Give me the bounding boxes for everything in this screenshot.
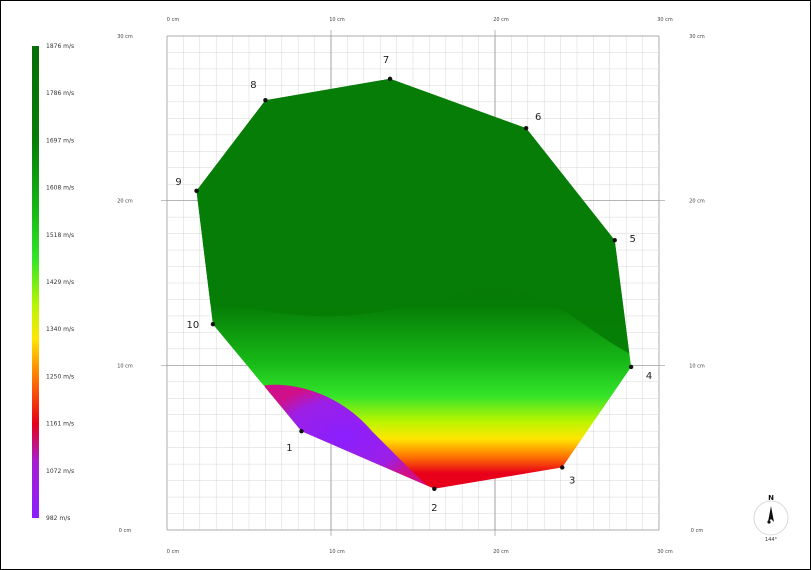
legend-labels: 1876 m/s 1786 m/s 1697 m/s 1608 m/s 1518 m/s… xyxy=(46,43,74,522)
legend-label: 1250 m/s xyxy=(46,373,74,380)
x-tick-top: 20 cm xyxy=(493,17,509,23)
color-legend xyxy=(32,46,39,518)
legend-label: 1786 m/s xyxy=(46,90,74,97)
y-tick-left: 30 cm xyxy=(117,34,133,40)
legend-label: 1876 m/s xyxy=(46,43,74,50)
legend-label: 1340 m/s xyxy=(46,326,74,333)
legend-label: 1072 m/s xyxy=(46,468,74,475)
sensor-label-2: 2 xyxy=(431,503,437,514)
sensor-label-7: 7 xyxy=(383,55,389,66)
sensor-label-3: 3 xyxy=(569,475,575,486)
compass-north-label: N xyxy=(768,494,774,502)
compass-needle-icon xyxy=(768,506,774,522)
x-tick-bottom: 0 cm xyxy=(167,549,180,555)
legend-label: 1697 m/s xyxy=(46,137,74,144)
sensor-label-1: 1 xyxy=(286,443,292,454)
x-tick-bottom: 10 cm xyxy=(329,549,345,555)
compass: N 144° xyxy=(753,494,789,543)
x-tick-bottom: 20 cm xyxy=(493,549,509,555)
sensor-markers: 1 2 3 4 5 6 7 8 9 10 xyxy=(175,55,652,514)
sensor-label-8: 8 xyxy=(250,80,256,91)
x-tick-top: 30 cm xyxy=(657,17,673,23)
sensor-point-1 xyxy=(299,429,304,434)
x-tick-top: 10 cm xyxy=(329,17,345,23)
legend-label: 1429 m/s xyxy=(46,279,74,286)
y-tick-left: 10 cm xyxy=(117,363,133,369)
y-tick-right: 30 cm xyxy=(689,34,705,40)
low-velocity-region xyxy=(257,384,430,488)
y-tick-right: 10 cm xyxy=(689,363,705,369)
sensor-point-4 xyxy=(628,364,634,370)
legend-label: 1608 m/s xyxy=(46,185,74,192)
sensor-point-5 xyxy=(612,237,617,243)
sensor-label-4: 4 xyxy=(646,371,652,382)
sensor-point-7 xyxy=(387,76,393,82)
x-tick-bottom: 30 cm xyxy=(657,549,673,555)
y-tick-right: 20 cm xyxy=(689,199,705,205)
legend-color-bar xyxy=(32,46,39,518)
y-tick-left: 20 cm xyxy=(117,199,133,205)
legend-label: 982 m/s xyxy=(46,515,70,522)
sensor-point-8 xyxy=(263,98,268,103)
legend-label: 1161 m/s xyxy=(46,421,74,428)
sensor-label-6: 6 xyxy=(535,112,541,123)
sensor-point-10 xyxy=(210,321,216,327)
sensor-label-5: 5 xyxy=(630,234,636,245)
sensor-point-2 xyxy=(432,486,437,492)
y-tick-right: 0 cm xyxy=(691,528,704,534)
sensor-point-6 xyxy=(523,126,529,131)
sensor-label-10: 10 xyxy=(187,320,200,331)
y-tick-left: 0 cm xyxy=(119,528,132,534)
compass-bearing-label: 144° xyxy=(765,537,778,543)
legend-label: 1518 m/s xyxy=(46,232,74,239)
sensor-point-9 xyxy=(194,188,199,193)
sensor-point-3 xyxy=(560,465,565,470)
compass-center-dot xyxy=(767,520,771,524)
x-tick-top: 0 cm xyxy=(167,17,180,23)
sensor-label-9: 9 xyxy=(175,177,181,188)
